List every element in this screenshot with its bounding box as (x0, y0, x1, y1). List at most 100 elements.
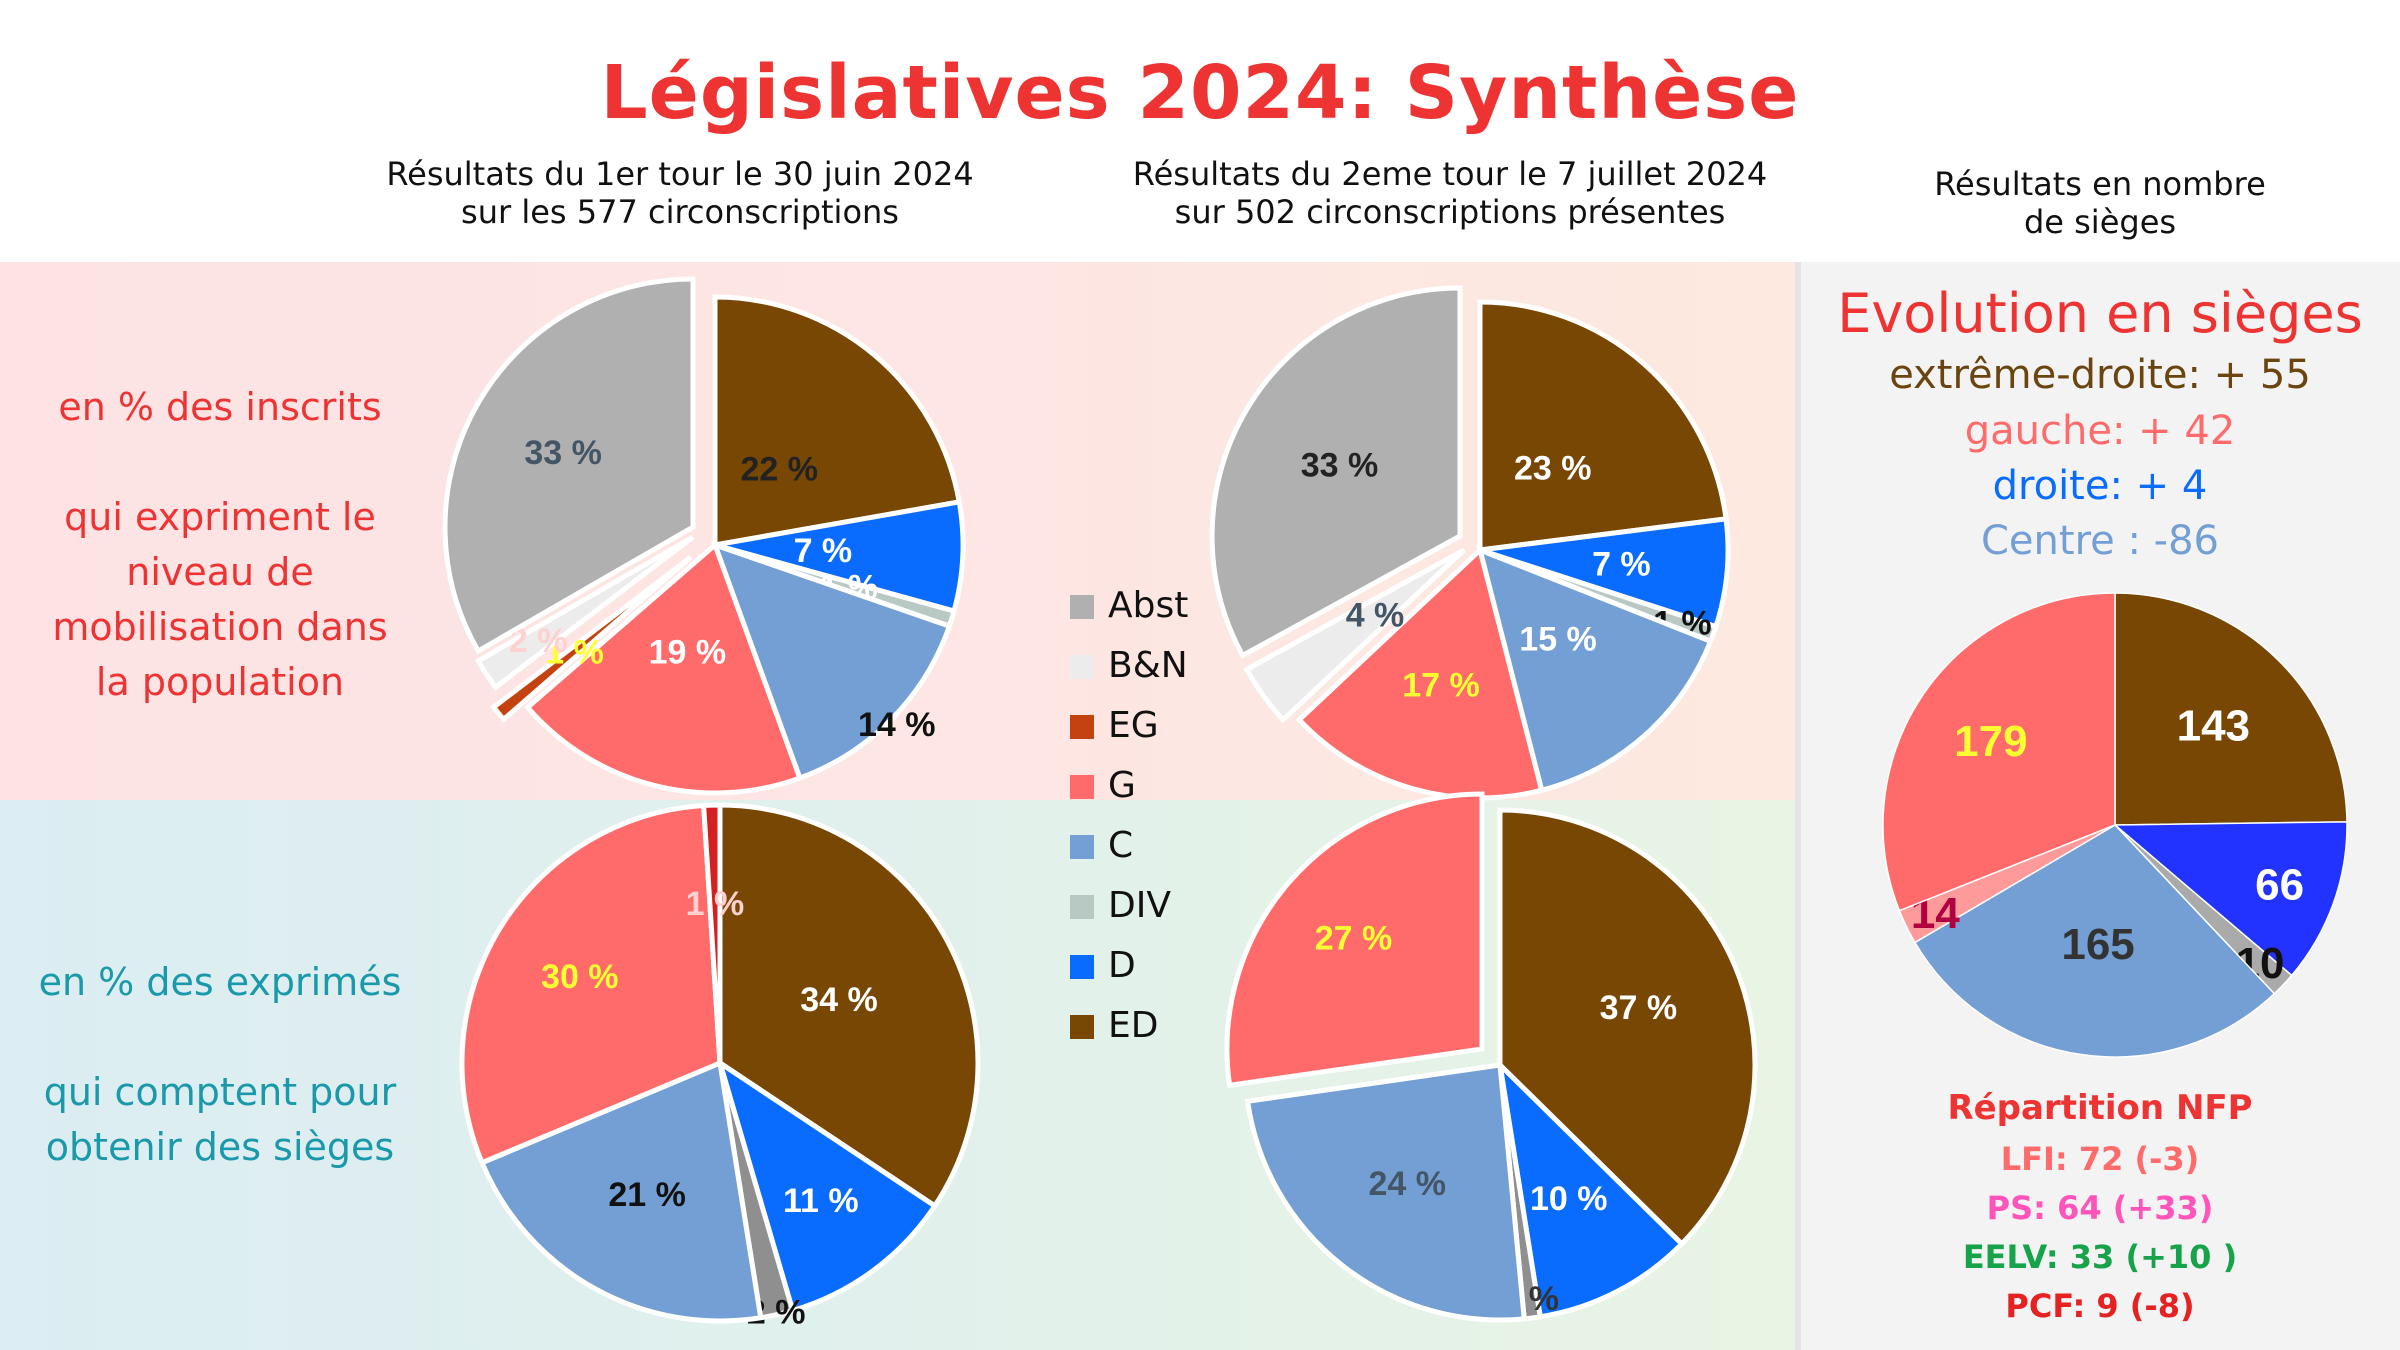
legend-swatch (1070, 715, 1094, 739)
legend-swatch (1070, 1015, 1094, 1039)
nfp-line-pcf: PCF: 9 (-8) (2005, 1287, 2195, 1325)
legend-swatch (1070, 775, 1094, 799)
pie-round2-inscrits: 23 %7 %1 %15 %17 %4 %33 % (1209, 285, 1731, 801)
side-label-line (0, 1010, 440, 1065)
pie-slice-d (1496, 1057, 1686, 1320)
header-round1-line1: Résultats du 1er tour le 30 juin 2024 (386, 155, 974, 193)
pie-slice-c (710, 540, 953, 782)
pie-label-ed: 34 % (800, 981, 878, 1019)
pie-slice-eg (700, 802, 723, 1064)
side-label-line: mobilisation dans (52, 605, 388, 649)
pie-slice-abst (442, 276, 696, 655)
pie-label-ed: 37 % (1600, 989, 1678, 1027)
pie-label-g: 17 % (1402, 666, 1480, 704)
legend-swatch (1070, 835, 1094, 859)
legend-swatch (1070, 895, 1094, 919)
header-seats: Résultats en nombre de sièges (1800, 165, 2400, 241)
pie-slice-g (1882, 592, 2116, 912)
pie-slice-bnn (1243, 547, 1466, 724)
header-seats-line2: de sièges (2023, 203, 2177, 241)
side-label-exprimes: en % des exprimés qui comptent pour obte… (0, 955, 440, 1175)
legend-label: EG (1108, 705, 1159, 746)
side-label-line (0, 435, 440, 490)
pie-slice-d (715, 1057, 939, 1314)
pie-slice-g (524, 540, 804, 796)
pie-label-ed: 22 % (741, 450, 819, 488)
pie-slice-ed (1497, 807, 1758, 1248)
pie-label-abst: 33 % (524, 434, 602, 472)
pie-slice-abst (1209, 285, 1463, 659)
header-round2-line1: Résultats du 2eme tour le 7 juillet 2024 (1132, 155, 1768, 193)
legend-label: D (1108, 945, 1136, 986)
pie-slice-d (2112, 821, 2348, 977)
pie-slice-g (1295, 545, 1545, 801)
pie-round2-exprimes: 37 %10 %1 %24 %27 % (1224, 791, 1758, 1323)
header-round2: Résultats du 2eme tour le 7 juillet 2024… (1100, 155, 1800, 231)
nfp-line-ps: PS: 64 (+33) (1986, 1189, 2214, 1227)
pie-round1-exprimes: 34 %11 %2 %21 %30 %1 % (459, 802, 981, 1332)
pie-round1-inscrits: 22 %7 %1 %14 %19 %1 %2 %33 % (442, 276, 966, 796)
header-round1: Résultats du 1er tour le 30 juin 2024 su… (330, 155, 1030, 231)
header-round1-line2: sur les 577 circonscriptions (461, 193, 899, 231)
pie-slice-ed (1477, 299, 1729, 553)
side-label-line: obtenir des sièges (45, 1125, 395, 1169)
legend-swatch (1070, 655, 1094, 679)
pie-slice-ed (2114, 592, 2348, 826)
pie-label-c: 21 % (608, 1176, 686, 1214)
pie-label-g: 179 (1954, 717, 2027, 766)
side-label-inscrits: en % des inscrits qui expriment le nivea… (0, 380, 440, 710)
pie-label-c: 15 % (1519, 620, 1597, 658)
pie-label-abst: 33 % (1301, 447, 1379, 485)
pie-slice-ed (712, 294, 963, 548)
side-label-line: en % des exprimés (38, 960, 402, 1004)
nfp-line-eelv: EELV: 33 (+10 ) (1962, 1238, 2238, 1276)
evolution-title: Evolution en sièges (1837, 282, 2363, 345)
pie-label-d: 11 % (783, 1182, 859, 1220)
pie-slice-c (1476, 545, 1714, 794)
pie-label-eg: 1 % (686, 885, 745, 923)
legend-swatch (1070, 595, 1094, 619)
pie-slice-g (459, 802, 723, 1166)
evolution-line-g: gauche: + 42 (1964, 408, 2236, 454)
nfp-title: Répartition NFP (1947, 1088, 2253, 1128)
pie-label-ed: 143 (2177, 702, 2250, 751)
page-title: Législatives 2024: Synthèse (600, 50, 1800, 136)
legend-label: DIV (1108, 885, 1171, 926)
pie-slice-c (478, 1059, 764, 1324)
legend-label: ED (1108, 1005, 1159, 1046)
side-label-line: qui comptent pour (43, 1070, 397, 1114)
legend-swatch (1070, 955, 1094, 979)
pie-label-d: 7 % (1592, 545, 1651, 583)
side-label-line: qui expriment le (64, 495, 376, 539)
evolution-line-ed: extrême-droite: + 55 (1889, 352, 2311, 398)
evolution-line-c: Centre : -86 (1981, 518, 2219, 564)
pie-slice-c (1244, 1062, 1527, 1323)
pie-label-g: 19 % (649, 633, 727, 671)
pie-label-c: 165 (2061, 920, 2134, 969)
pie-label-d: 7 % (794, 532, 853, 570)
evolution-line-d: droite: + 4 (1992, 463, 2208, 509)
pie-label-ed: 23 % (1514, 449, 1592, 487)
side-label-line: en % des inscrits (58, 385, 382, 429)
header-seats-line1: Résultats en nombre (1934, 165, 2266, 203)
pie-label-g: 30 % (541, 958, 619, 996)
pie-label-c: 24 % (1369, 1165, 1447, 1203)
pie-slice-c (1913, 824, 2276, 1058)
side-label-line: la population (95, 660, 345, 704)
pie-label-c: 14 % (858, 706, 936, 744)
pie-label-g: 27 % (1315, 920, 1393, 958)
header-round2-line2: sur 502 circonscriptions présentes (1174, 193, 1726, 231)
legend-label: G (1108, 765, 1136, 806)
pie-slice-eg (490, 555, 693, 723)
legend-label: Abst (1108, 585, 1189, 626)
legend-label: B&N (1108, 645, 1188, 686)
pie-label-d: 10 % (1530, 1180, 1608, 1218)
pie-label-d: 66 (2255, 861, 2304, 910)
nfp-line-lfi: LFI: 72 (-3) (2000, 1140, 2200, 1178)
legend-label: C (1108, 825, 1134, 866)
pie-slice-bnn (474, 534, 695, 691)
pie-slice-g (1224, 791, 1485, 1089)
side-label-line: niveau de (126, 550, 314, 594)
pie-label-bnn: 4 % (1346, 597, 1405, 635)
